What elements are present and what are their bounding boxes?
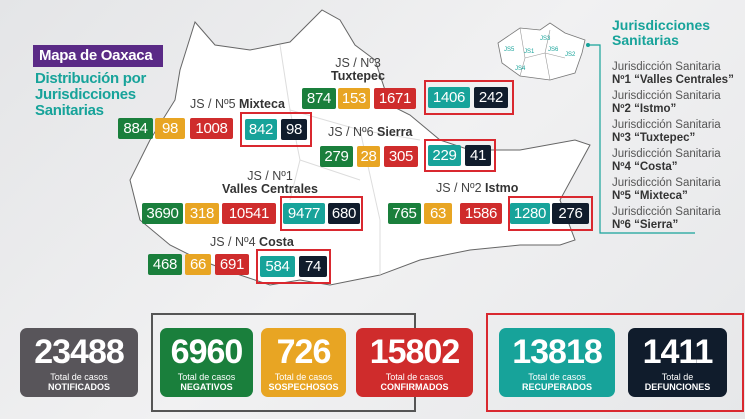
valles-defunciones: 680 xyxy=(328,203,360,224)
mixteca-negativos: 884 xyxy=(118,118,153,139)
region-label-valles: JS / Nº1 Valles Centrales xyxy=(222,169,318,196)
inset-label: JS2 xyxy=(565,52,576,58)
sierra-defunciones: 41 xyxy=(465,145,491,166)
tuxtepec-defunciones: 242 xyxy=(474,87,508,108)
costa-confirmados: 691 xyxy=(215,254,249,275)
legend-item: Jurisdicción Sanitaria Nº1 “Valles Centra… xyxy=(612,61,734,86)
istmo-recuperados: 1280 xyxy=(510,203,550,224)
istmo-defunciones: 276 xyxy=(552,203,589,224)
legend-title: Jurisdicciones Sanitarias xyxy=(612,17,711,48)
page-subtitle: Distribución por Jurisdicciones Sanitari… xyxy=(35,70,147,119)
tuxtepec-frame xyxy=(424,80,514,115)
valles-negativos: 3690 xyxy=(142,203,183,224)
legend-item: Jurisdicción Sanitaria Nº3 “Tuxtepec” xyxy=(612,119,721,144)
valles-recuperados: 9477 xyxy=(283,203,325,224)
sierra-negativos: 279 xyxy=(320,146,353,167)
valles-frame xyxy=(280,196,363,231)
mixteca-recuperados: 842 xyxy=(245,119,277,140)
mixteca-defunciones: 98 xyxy=(281,119,307,140)
mixteca-frame xyxy=(240,112,312,147)
mixteca-confirmados: 1008 xyxy=(190,118,233,139)
valles-confirmados: 10541 xyxy=(222,203,276,224)
istmo-frame xyxy=(508,196,593,231)
costa-negativos: 468 xyxy=(148,254,182,275)
istmo-negativos: 765 xyxy=(388,203,421,224)
page-title: Mapa de Oaxaca xyxy=(33,45,163,67)
tuxtepec-sospechosos: 153 xyxy=(338,88,370,109)
costa-recuperados: 584 xyxy=(260,256,295,277)
total-negativos: 6960 Total de casos NEGATIVOS xyxy=(160,328,253,397)
tuxtepec-negativos: 874 xyxy=(302,88,336,109)
total-sospechosos: 726 Total de casos SOSPECHOSOS xyxy=(261,328,346,397)
inset-label: JS3 xyxy=(540,36,551,42)
legend-bracket xyxy=(586,43,695,234)
valles-sospechosos: 318 xyxy=(185,203,219,224)
total-defunciones: 1411 Total de DEFUNCIONES xyxy=(628,328,727,397)
tuxtepec-recuperados: 1406 xyxy=(428,87,470,108)
inset-map: JS5 JS1 JS3 JS6 JS2 JS4 xyxy=(497,22,586,81)
istmo-confirmados: 1586 xyxy=(460,203,502,224)
istmo-sospechosos: 63 xyxy=(424,203,452,224)
sierra-frame xyxy=(424,139,496,172)
inset-label: JS1 xyxy=(524,49,535,55)
region-label-sierra: JS / Nº6 Sierra xyxy=(328,125,413,139)
mixteca-sospechosos: 98 xyxy=(155,118,185,139)
region-label-costa: JS / Nº4 Costa xyxy=(210,235,294,249)
region-label-mixteca: JS / Nº5 Mixteca xyxy=(190,97,285,111)
inset-label: JS5 xyxy=(504,47,515,53)
region-label-tuxtepec: JS / Nº3 Tuxtepec xyxy=(331,56,385,83)
costa-sospechosos: 66 xyxy=(185,254,211,275)
legend-item: Jurisdicción Sanitaria Nº6 “Sierra” xyxy=(612,206,721,231)
total-notificados: 23488 Total de casos NOTIFICADOS xyxy=(20,328,138,397)
total-recuperados: 13818 Total de casos RECUPERADOS xyxy=(499,328,615,397)
region-label-istmo: JS / Nº2 Istmo xyxy=(436,181,519,195)
sierra-confirmados: 305 xyxy=(384,146,418,167)
costa-frame xyxy=(256,249,331,284)
costa-defunciones: 74 xyxy=(299,256,327,277)
inset-label: JS4 xyxy=(515,66,526,72)
tuxtepec-confirmados: 1671 xyxy=(374,88,416,109)
sierra-sospechosos: 28 xyxy=(357,146,380,167)
inset-label: JS6 xyxy=(548,47,559,53)
legend-item: Jurisdicción Sanitaria Nº5 “Mixteca” xyxy=(612,177,721,202)
legend-item: Jurisdicción Sanitaria Nº4 “Costa” xyxy=(612,148,721,173)
legend-item: Jurisdicción Sanitaria Nº2 “Istmo” xyxy=(612,90,721,115)
totals-frame-outcomes xyxy=(486,313,744,412)
total-confirmados: 15802 Total de casos CONFIRMADOS xyxy=(356,328,473,397)
sierra-recuperados: 229 xyxy=(428,145,461,166)
